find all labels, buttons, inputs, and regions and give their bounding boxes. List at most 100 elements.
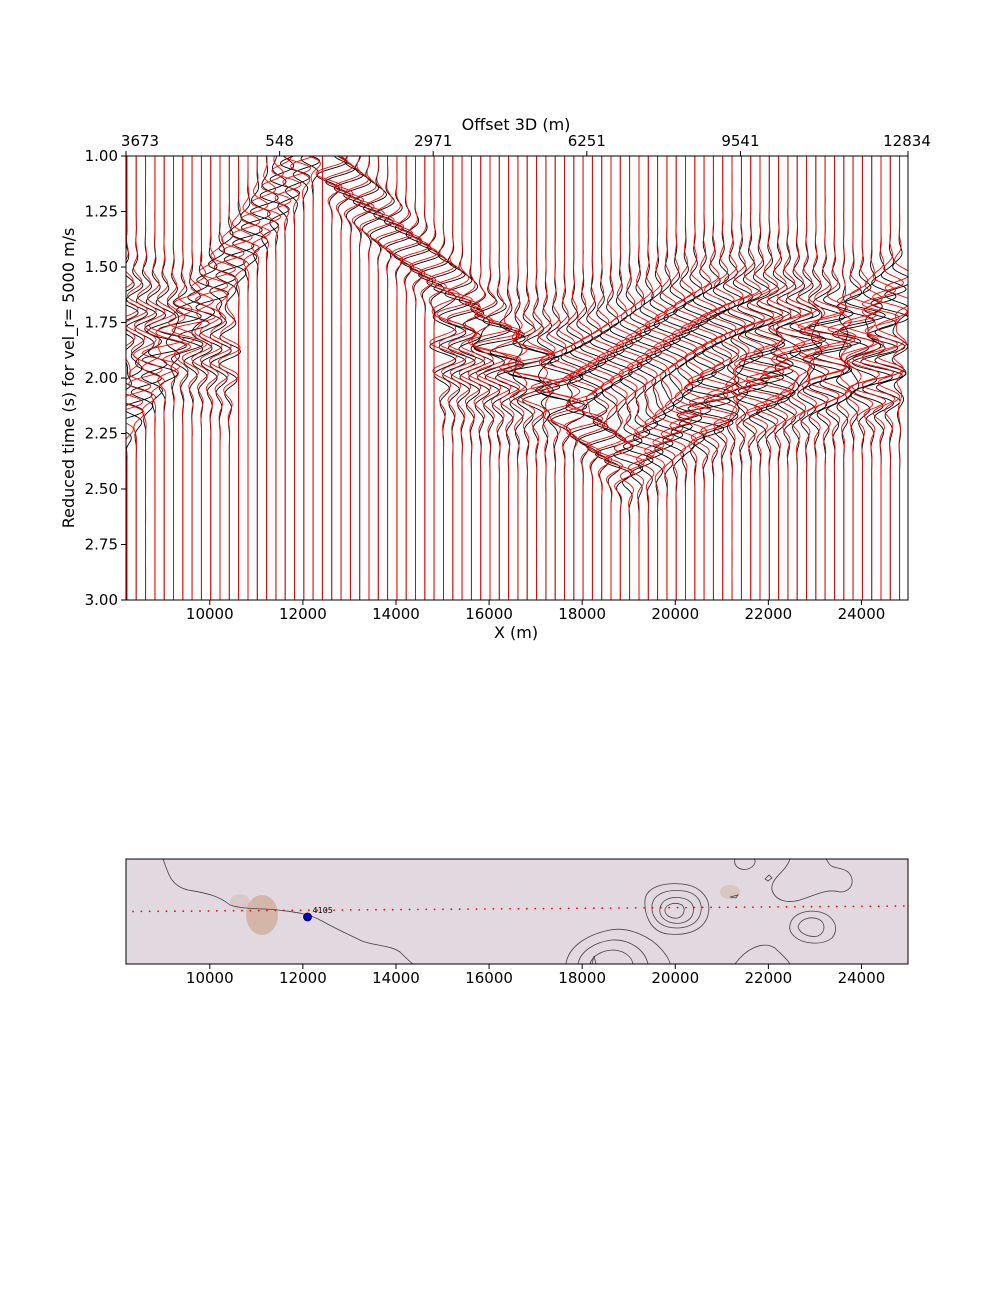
y-tick-label: 2.25 [85, 425, 118, 443]
receiver-dot [383, 908, 386, 911]
trace [250, 156, 279, 600]
map-panel: 4105 10000 12000 14000 16000 18000 20000 22000… [125, 858, 909, 987]
map-x-tick-label: 14000 [372, 969, 420, 987]
trace [399, 156, 430, 600]
y-tick-label: 1.75 [85, 314, 118, 332]
receiver-dot [333, 909, 335, 911]
trace [793, 156, 821, 600]
map-background [126, 859, 908, 964]
trace [537, 156, 556, 600]
trace [836, 156, 852, 600]
trace [851, 156, 894, 600]
trace [827, 156, 877, 600]
station-marker [303, 912, 312, 922]
receiver-dot [852, 905, 855, 908]
receiver-dot [651, 906, 654, 909]
trace [417, 156, 447, 600]
receiver-dot [626, 907, 629, 909]
trace [315, 156, 346, 600]
receiver-dot [567, 907, 570, 910]
contour-line [162, 859, 414, 964]
receiver-dot [475, 908, 478, 910]
x-tick-label: 20000 [651, 605, 699, 623]
trace [375, 156, 404, 600]
trace [391, 156, 422, 600]
trace [561, 156, 588, 600]
trace [652, 156, 684, 600]
trace [687, 156, 738, 600]
receiver-dot [207, 910, 210, 912]
receiver-dot [458, 908, 461, 911]
x-tick-label: 14000 [372, 605, 420, 623]
receiver-dot [710, 906, 712, 909]
x-tick-label: 18000 [558, 605, 606, 623]
map-x-tick-label: 20000 [651, 969, 699, 987]
receiver-dot [752, 906, 754, 908]
receiver-line [132, 905, 905, 913]
trace [195, 156, 230, 600]
receiver-dot [718, 906, 721, 909]
top-tick-label: 3673 [121, 132, 159, 150]
receiver-dot [266, 909, 268, 912]
receiver-dot [592, 907, 595, 910]
receiver-dot [417, 908, 419, 911]
receiver-dot [861, 905, 863, 908]
trace [383, 156, 413, 600]
contour-line [729, 894, 739, 899]
receiver-dot [634, 907, 637, 909]
y-tick-label: 2.50 [85, 480, 118, 498]
receiver-dot [257, 909, 260, 912]
receiver-dot [274, 909, 277, 912]
trace [290, 156, 315, 600]
receiver-dot [425, 908, 428, 911]
receiver-dot [215, 910, 218, 912]
receiver-dot [701, 906, 704, 909]
receiver-dot [148, 910, 151, 913]
receiver-dot [517, 907, 520, 910]
trace [861, 156, 902, 600]
trace [308, 156, 321, 600]
receiver-dot [777, 906, 779, 908]
top-tick-label: 2971 [414, 132, 452, 150]
map-frame [125, 858, 909, 965]
receiver-dot [559, 907, 562, 910]
trace [195, 156, 229, 600]
x-tick-label: 16000 [465, 605, 513, 623]
top-tick-label: 6251 [568, 132, 606, 150]
anomaly-blob [230, 894, 250, 910]
receiver-dot [400, 908, 402, 911]
trace [678, 156, 711, 600]
trace [718, 156, 746, 600]
x-tick-label: 24000 [838, 605, 886, 623]
receiver-dot [375, 908, 377, 911]
receiver-dot [685, 906, 687, 909]
receiver-dot [349, 909, 352, 911]
receiver-dot [886, 905, 888, 907]
trace [566, 156, 604, 600]
receiver-dot [492, 908, 495, 910]
trace [213, 156, 245, 600]
receiver-dot [433, 908, 436, 911]
receiver-dot [408, 908, 411, 911]
map-x-tick-label: 18000 [558, 969, 606, 987]
trace [324, 156, 354, 600]
receiver-dot [190, 910, 193, 912]
y-tick-label: 3.00 [85, 591, 118, 609]
trace [171, 156, 216, 600]
contour-line [789, 910, 836, 944]
trace [458, 156, 485, 600]
trace [334, 156, 364, 600]
trace [624, 156, 655, 600]
trace [884, 156, 908, 600]
receiver-dot [618, 907, 620, 909]
receiver-dot [341, 909, 344, 911]
trace [613, 156, 645, 600]
receiver-dot [601, 907, 604, 910]
trace [706, 156, 738, 600]
receiver-dot [525, 907, 528, 910]
x-tick-label: 22000 [744, 605, 792, 623]
receiver-dot [810, 905, 813, 908]
receiver-dot [735, 906, 738, 909]
receiver-dot [584, 907, 587, 910]
